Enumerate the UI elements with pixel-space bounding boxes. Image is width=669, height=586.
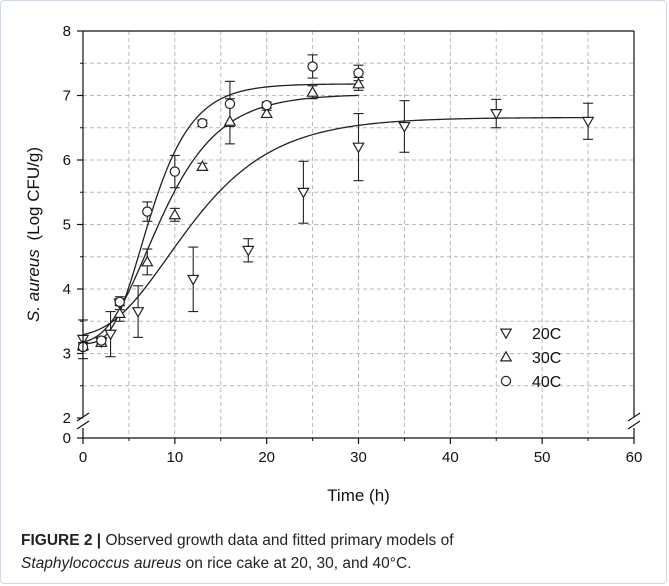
- data-point-40C: [114, 296, 125, 308]
- y-tick-label: 0: [63, 430, 71, 447]
- data-point-30C: [196, 160, 209, 171]
- data-point-20C: [398, 121, 411, 133]
- data-point-20C: [186, 274, 200, 286]
- y-tick-label: 3: [63, 346, 71, 363]
- caption-species: Staphylococcus aureus: [21, 555, 182, 572]
- chart-legend: 20C 30C 40C: [499, 326, 561, 391]
- x-tick-label: 30: [350, 449, 367, 466]
- data-point-20C: [352, 142, 365, 154]
- caption-label: FIGURE 2 |: [21, 532, 102, 549]
- y-axis-break-mark: [76, 420, 90, 430]
- data-point-20C: [131, 307, 145, 318]
- data-point-20C: [581, 116, 595, 128]
- data-point-40C: [307, 61, 318, 72]
- data-point-20C: [297, 187, 310, 199]
- y-axis-label-species: S. aureus: [24, 249, 43, 322]
- x-tick-label: 50: [534, 449, 551, 466]
- legend-marker-30C: [499, 350, 513, 362]
- data-point-30C: [223, 114, 237, 126]
- error-bars: [78, 54, 594, 360]
- y-tick-label: 6: [63, 152, 71, 169]
- legend-label-30C: 30C: [532, 350, 561, 367]
- data-point-20C: [242, 245, 255, 257]
- data-point-30C: [352, 77, 365, 89]
- chart-axes: 2 3 4 5 6 7 8 00 10 20 30 40 50 60: [63, 23, 643, 466]
- y-tick-label: 8: [63, 23, 71, 40]
- data-point-40C: [197, 118, 208, 129]
- y-tick-label: 4: [63, 281, 71, 298]
- figure-caption: FIGURE 2 | Observed growth data and fitt…: [21, 529, 651, 575]
- data-point-40C: [353, 67, 364, 79]
- x-tick-label: 20: [258, 449, 275, 466]
- right-axis-break-mark: [627, 412, 641, 422]
- data-point-40C: [142, 206, 153, 217]
- fit-curves: [82, 83, 589, 345]
- data-point-30C: [306, 85, 319, 97]
- data-point-40C: [224, 98, 236, 110]
- legend-label-20C: 20C: [532, 326, 561, 343]
- data-point-20C: [490, 109, 503, 120]
- x-tick-label: 0: [79, 449, 87, 466]
- y-tick-label: 2: [63, 410, 71, 427]
- x-tick-label: 10: [166, 449, 183, 466]
- growth-chart: 2 3 4 5 6 7 8 00 10 20 30 40 50 60 20C 30C 40C Time (h)…: [24, 23, 643, 505]
- data-point-30C: [113, 307, 126, 319]
- y-tick-label: 5: [63, 217, 71, 234]
- data-point-20C: [104, 329, 117, 341]
- fit-curve-20C: [82, 116, 589, 336]
- data-point-30C: [260, 107, 273, 119]
- y-axis-break-mark: [76, 412, 90, 422]
- legend-label-40C: 40C: [532, 374, 561, 391]
- data-point-40C: [169, 166, 181, 177]
- legend-marker-40C: [500, 375, 512, 387]
- caption-text-2: on rice cake at 20, 30, and 40°C.: [181, 555, 412, 572]
- y-tick-label: 7: [63, 88, 71, 105]
- x-tick-label: 60: [626, 449, 643, 466]
- caption-text-1: Observed growth data and fitted primary …: [101, 532, 454, 549]
- data-point-30C: [141, 255, 154, 267]
- y-axis-label: S. aureus (Log CFU/g): [24, 147, 43, 322]
- x-axis-label: Time (h): [327, 486, 390, 505]
- data-point-30C: [168, 208, 182, 220]
- data-points: [76, 61, 595, 353]
- y-axis-label-unit: (Log CFU/g): [24, 147, 43, 241]
- data-point-40C: [96, 335, 107, 346]
- x-tick-label: 40: [442, 449, 459, 466]
- right-axis-break-mark: [627, 420, 641, 430]
- data-point-40C: [261, 99, 272, 111]
- fit-curve-40C: [82, 83, 359, 345]
- legend-marker-20C: [499, 328, 513, 340]
